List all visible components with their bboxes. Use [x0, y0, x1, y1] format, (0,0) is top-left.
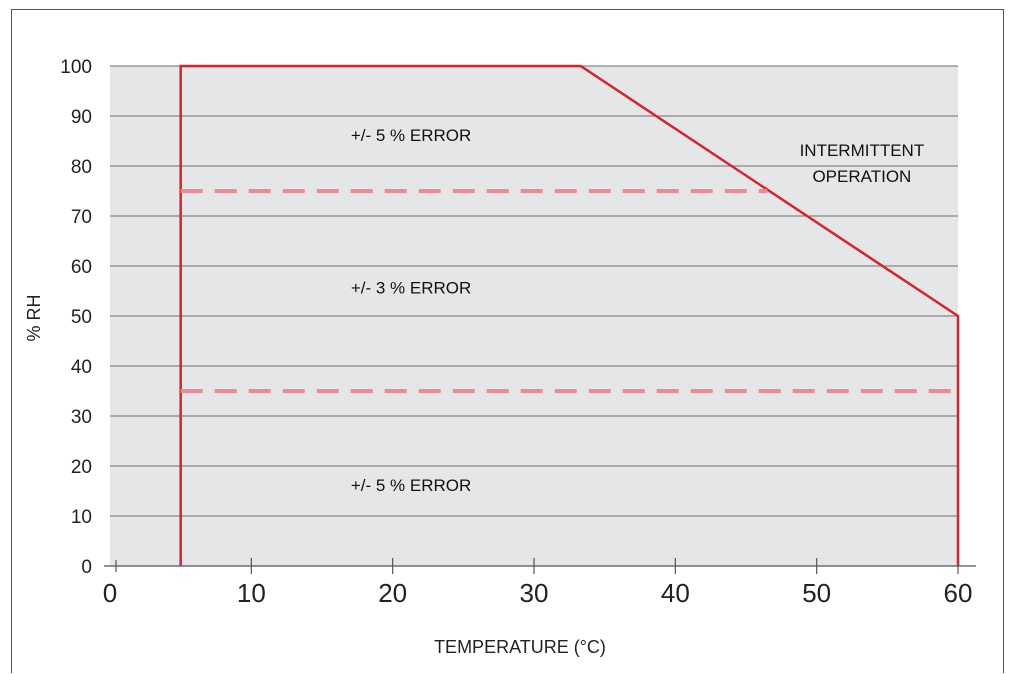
- x-tick-label-20: 20: [378, 578, 407, 608]
- x-tick-label-30: 30: [520, 578, 549, 608]
- annotation-line: +/- 5 % ERROR: [351, 126, 471, 145]
- annotation-line: OPERATION: [812, 167, 911, 186]
- series-group: [179, 64, 960, 566]
- annotation-lower-error: +/- 5 % ERROR: [351, 476, 471, 495]
- x-tick-label-0: 0: [103, 578, 117, 608]
- y-tick-label-40: 40: [71, 357, 92, 378]
- chart-frame: [11, 9, 1004, 673]
- y-tick-label-80: 80: [71, 157, 92, 178]
- annotations: +/- 5 % ERROR +/- 3 % ERROR +/- 5 % ERROR I…: [351, 126, 924, 495]
- y-tick-label-0: 0: [81, 557, 92, 578]
- y-tick-label-50: 50: [71, 307, 92, 328]
- y-tick-label-20: 20: [71, 457, 92, 478]
- x-tick-label-40: 40: [661, 578, 690, 608]
- annotation-line: +/- 3 % ERROR: [351, 279, 471, 298]
- annotation-line: INTERMITTENT: [800, 141, 925, 160]
- y-tick-label-10: 10: [71, 507, 92, 528]
- annotation-middle-error: +/- 3 % ERROR: [351, 279, 471, 298]
- x-tick-label-60: 60: [944, 578, 973, 608]
- x-tick-labels: 0 10 20 30 40 50 60: [103, 578, 973, 608]
- operating-boundary-line: [179, 64, 960, 566]
- annotation-intermittent: INTERMITTENT OPERATION: [800, 141, 925, 186]
- y-axis-label: % RH: [24, 294, 44, 341]
- annotation-line: +/- 5 % ERROR: [351, 476, 471, 495]
- y-tick-label-90: 90: [71, 107, 92, 128]
- y-tick-label-100: 100: [60, 57, 92, 78]
- y-tick-label-70: 70: [71, 207, 92, 228]
- y-tick-labels: 0 10 20 30 40 50 60 70 80 90 100: [60, 57, 92, 578]
- y-tick-label-60: 60: [71, 257, 92, 278]
- x-axis-label: TEMPERATURE (°C): [434, 637, 606, 657]
- x-tick-label-50: 50: [802, 578, 831, 608]
- annotation-upper-error: +/- 5 % ERROR: [351, 126, 471, 145]
- y-tick-label-30: 30: [71, 407, 92, 428]
- x-tick-label-10: 10: [237, 578, 266, 608]
